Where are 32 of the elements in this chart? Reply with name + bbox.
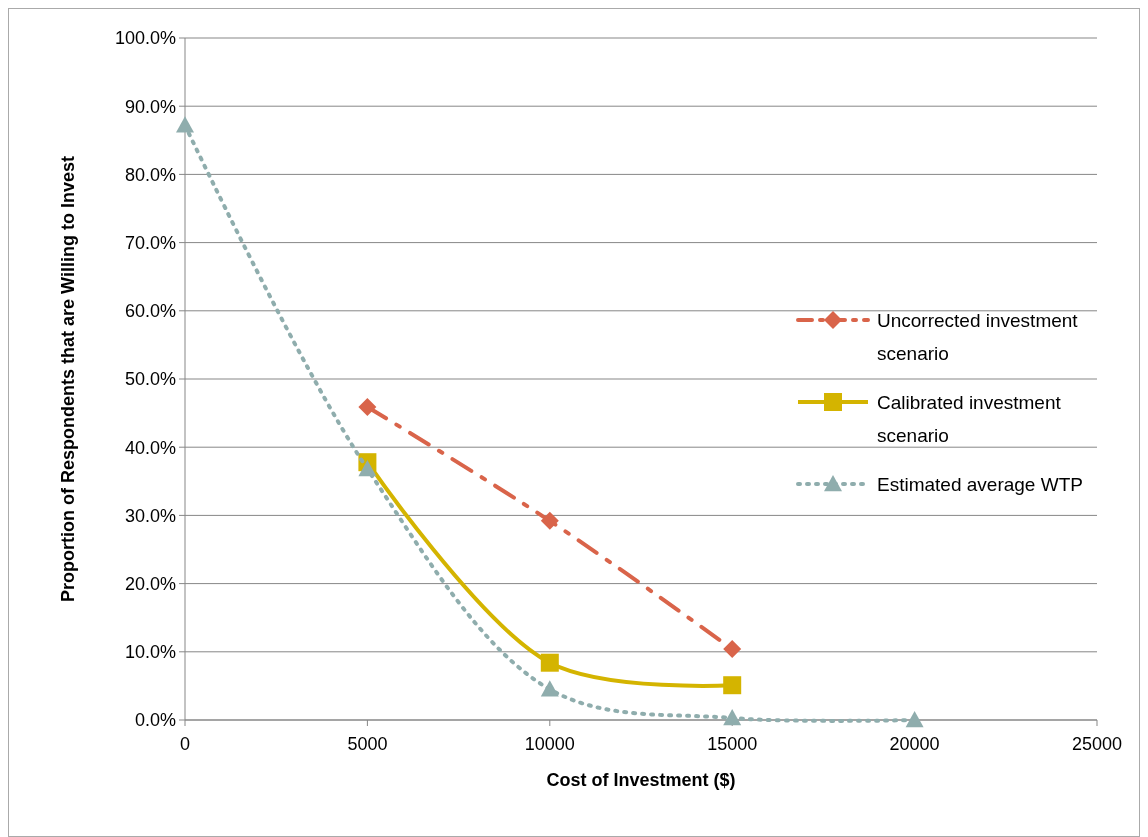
point: [540, 653, 559, 672]
y-axis-title: Proportion of Respondents that are Willing to Invest: [58, 156, 78, 602]
x-tick-label: 20000: [889, 734, 940, 754]
point: [358, 460, 377, 477]
point: [723, 676, 742, 695]
y-tick-label: 100.0%: [114, 28, 176, 49]
legend-label: Calibrated investment scenario: [877, 391, 1062, 446]
point: [176, 116, 194, 133]
y-tick-label: 80.0%: [124, 164, 176, 185]
point: [723, 640, 742, 659]
y-tick-label: 70.0%: [124, 232, 176, 253]
y-tick-label: 20.0%: [124, 573, 176, 594]
y-tick-label: 50.0%: [124, 369, 176, 390]
y-tick-label: 10.0%: [124, 642, 176, 663]
legend-label: Uncorrected investment scenario: [877, 309, 1079, 364]
x-axis-title: Cost of Investment ($): [546, 770, 736, 790]
y-tick-label: 60.0%: [124, 301, 176, 322]
x-tick-label: 0: [179, 734, 191, 754]
point: [540, 511, 559, 530]
y-tick-label: 0.0%: [134, 710, 176, 731]
x-tick-label: 25000: [1071, 734, 1123, 754]
y-tick-label: 40.0%: [124, 437, 176, 458]
point: [540, 680, 559, 697]
legend-label: Estimated average WTP: [877, 473, 1083, 495]
point: [723, 708, 742, 726]
point: [358, 397, 377, 416]
x-tick-label: 10000: [524, 734, 575, 754]
x-tick-label: 5000: [347, 734, 388, 754]
y-tick-label: 30.0%: [124, 505, 176, 526]
x-tick-label: 15000: [707, 734, 758, 754]
y-tick-label: 90.0%: [124, 96, 176, 117]
point: [905, 711, 924, 728]
